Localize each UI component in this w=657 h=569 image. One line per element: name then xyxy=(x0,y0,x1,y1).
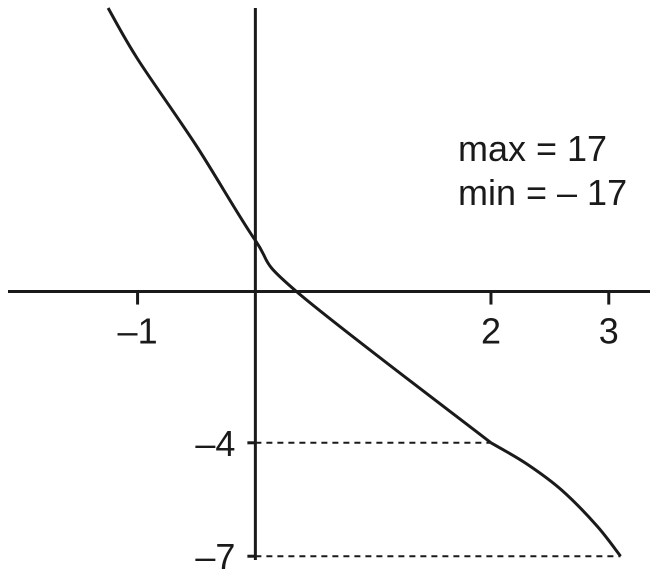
annotation-block: max = 17 min = – 17 xyxy=(458,128,627,213)
y-tick-label: –4 xyxy=(195,423,235,464)
function-curve xyxy=(106,7,622,558)
y-tick-label: –7 xyxy=(195,536,235,569)
reference-lines xyxy=(255,441,621,558)
annotation-max: max = 17 xyxy=(458,128,607,169)
x-tick-label: –1 xyxy=(118,311,158,352)
axis-ticks xyxy=(136,291,611,558)
x-tick-label: 3 xyxy=(599,311,619,352)
annotation-min: min = – 17 xyxy=(458,172,627,213)
axes xyxy=(8,8,650,560)
tick-labels: –1 2 3 –4 –7 xyxy=(118,311,619,569)
curve-segment-2 xyxy=(490,441,622,558)
x-tick-label: 2 xyxy=(481,311,501,352)
curve-segment-1 xyxy=(106,7,492,444)
